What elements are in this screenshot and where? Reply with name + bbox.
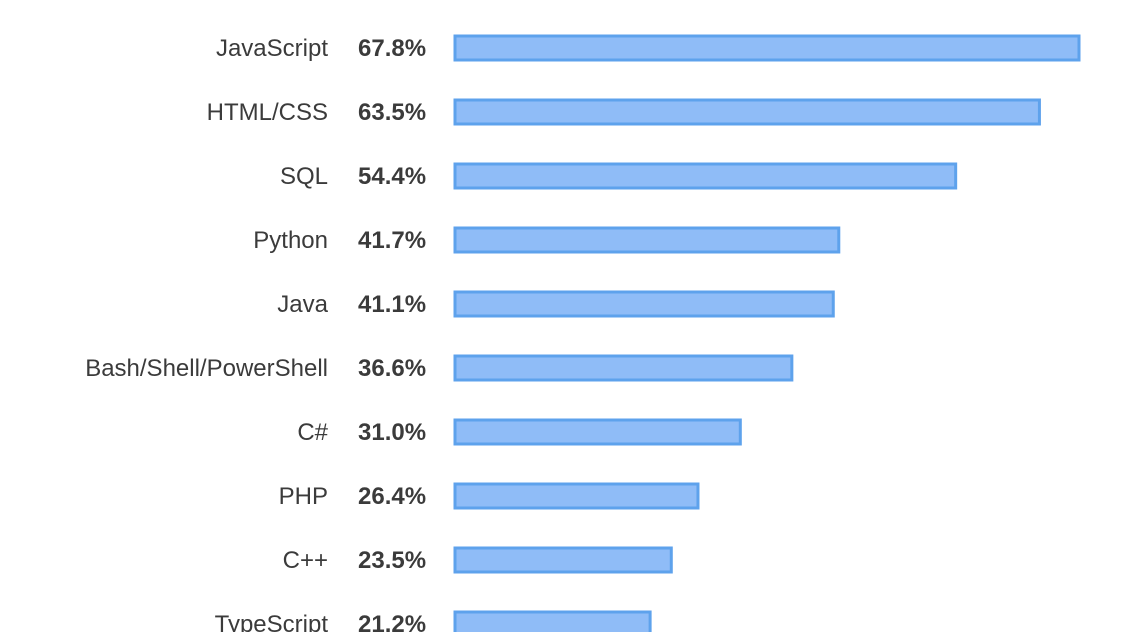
value-label: 21.2% — [358, 611, 426, 632]
value-label: 41.7% — [358, 227, 426, 254]
bar — [453, 482, 700, 510]
category-label: Python — [253, 227, 328, 254]
category-label: PHP — [279, 483, 328, 510]
value-label: 36.6% — [358, 355, 426, 382]
bar — [453, 98, 1041, 126]
bar — [453, 546, 673, 574]
category-label: TypeScript — [215, 611, 329, 632]
category-label: C++ — [283, 547, 328, 574]
category-label: JavaScript — [216, 35, 328, 62]
value-label: 67.8% — [358, 35, 426, 62]
category-label: SQL — [280, 163, 328, 190]
category-label: C# — [297, 419, 328, 446]
category-label: Bash/Shell/PowerShell — [85, 355, 328, 382]
value-label: 63.5% — [358, 99, 426, 126]
bar — [453, 162, 958, 190]
value-label: 31.0% — [358, 419, 426, 446]
bar — [453, 34, 1081, 62]
value-label: 54.4% — [358, 163, 426, 190]
value-label: 41.1% — [358, 291, 426, 318]
bar — [453, 418, 742, 446]
chart-rows: JavaScript 67.8% HTML/CSS 63.5% SQL 54.4% Pyth… — [85, 34, 1081, 632]
bar — [453, 290, 835, 318]
category-label: HTML/CSS — [207, 99, 328, 126]
value-label: 23.5% — [358, 547, 426, 574]
bar — [453, 354, 794, 382]
category-label: Java — [277, 291, 328, 318]
bar — [453, 226, 841, 254]
bar — [453, 610, 652, 632]
value-label: 26.4% — [358, 483, 426, 510]
